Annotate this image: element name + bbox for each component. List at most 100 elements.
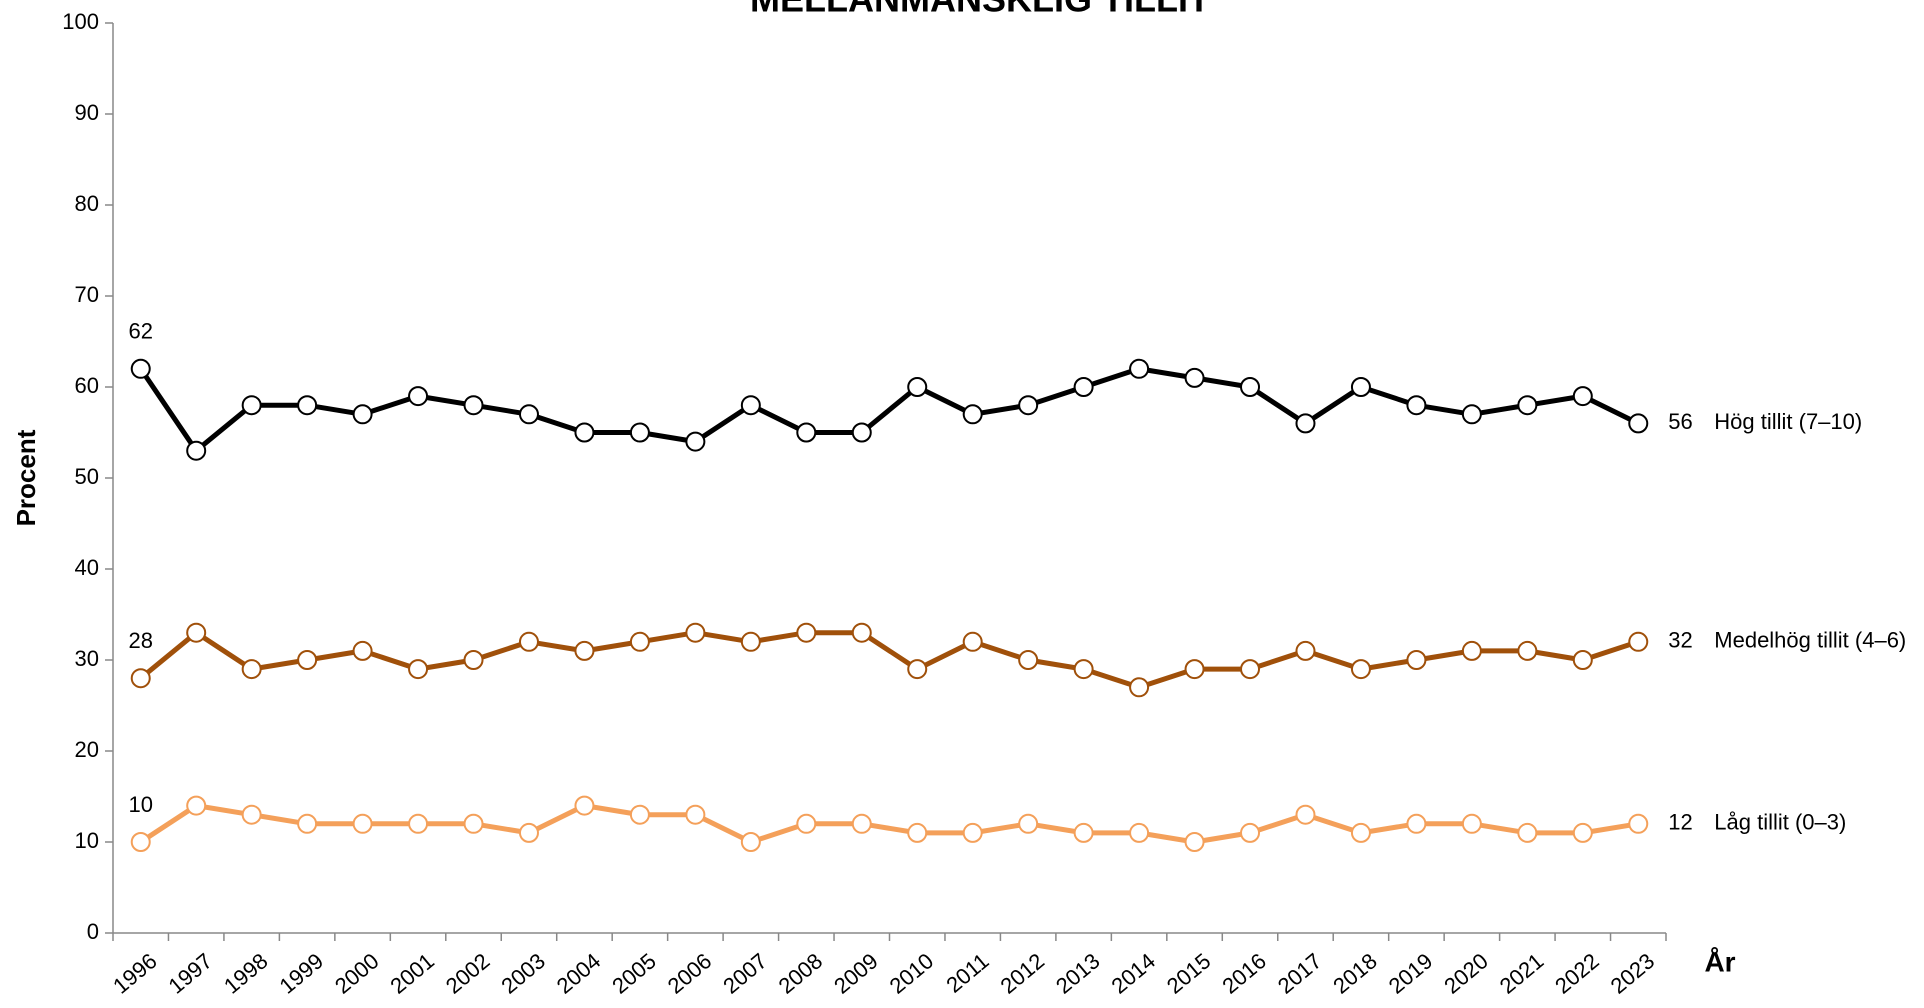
x-tick-label: 2015 bbox=[1162, 948, 1216, 999]
point bbox=[685, 622, 706, 643]
x-tick-label: 1997 bbox=[164, 948, 218, 999]
y-tick-label: 0 bbox=[87, 919, 99, 944]
point bbox=[1517, 395, 1538, 416]
point bbox=[1406, 395, 1427, 416]
chart-title: MELLANMÄNSKLIG TILLIT bbox=[750, 0, 1210, 20]
point bbox=[1184, 832, 1205, 852]
data-label: 32 bbox=[1668, 628, 1692, 653]
point bbox=[1628, 413, 1649, 434]
point bbox=[1517, 822, 1538, 843]
y-tick-label: 70 bbox=[75, 282, 99, 307]
point bbox=[352, 813, 373, 834]
x-tick-label: 2019 bbox=[1384, 948, 1438, 999]
x-tick-label: 2020 bbox=[1439, 948, 1493, 999]
series-line bbox=[139, 630, 1640, 690]
point bbox=[241, 395, 262, 416]
x-tick-label: 2011 bbox=[941, 948, 993, 998]
point bbox=[1295, 804, 1316, 825]
point bbox=[186, 795, 207, 816]
point bbox=[851, 813, 872, 834]
x-tick-label: 2002 bbox=[441, 948, 495, 999]
point bbox=[629, 804, 650, 825]
data-label: 62 bbox=[128, 319, 152, 344]
point bbox=[130, 358, 151, 379]
y-tick-label: 60 bbox=[75, 373, 99, 398]
y-tick-label: 100 bbox=[62, 9, 99, 34]
point bbox=[740, 832, 761, 852]
data-label: 12 bbox=[1668, 810, 1692, 835]
y-tick-label: 20 bbox=[75, 737, 99, 762]
point bbox=[297, 395, 318, 416]
point bbox=[297, 650, 318, 670]
point bbox=[463, 395, 484, 416]
point bbox=[796, 813, 817, 834]
point bbox=[1572, 822, 1593, 843]
point bbox=[1073, 822, 1094, 843]
point bbox=[851, 622, 872, 643]
point bbox=[130, 832, 151, 852]
x-tick-label: 1999 bbox=[275, 948, 329, 999]
y-tick-label: 50 bbox=[75, 464, 99, 489]
point bbox=[518, 631, 539, 652]
y-tick-label: 90 bbox=[75, 100, 99, 125]
y-tick-label: 30 bbox=[75, 646, 99, 671]
point bbox=[740, 395, 761, 416]
data-label: 28 bbox=[128, 628, 152, 653]
point bbox=[1018, 395, 1039, 416]
y-axis-label: Procent bbox=[11, 429, 41, 526]
point bbox=[1517, 640, 1538, 661]
point bbox=[685, 804, 706, 825]
point bbox=[1073, 659, 1094, 680]
point bbox=[186, 440, 207, 461]
point bbox=[352, 404, 373, 425]
x-tick-label: 2018 bbox=[1328, 948, 1382, 999]
point bbox=[408, 813, 429, 834]
x-tick-label: 1998 bbox=[219, 948, 273, 999]
x-tick-label: 2014 bbox=[1106, 948, 1160, 999]
series-line bbox=[138, 366, 1640, 454]
x-tick-label: 2023 bbox=[1606, 948, 1660, 999]
point bbox=[1240, 377, 1261, 397]
legend-label: Hög tillit (7–10) bbox=[1714, 409, 1862, 434]
point bbox=[1350, 377, 1371, 397]
point bbox=[962, 631, 983, 652]
x-axis-label: År bbox=[1704, 946, 1735, 977]
x-tick-label: 2007 bbox=[718, 948, 772, 999]
point bbox=[518, 404, 539, 425]
point bbox=[1572, 650, 1593, 670]
point bbox=[297, 813, 318, 834]
point bbox=[1628, 631, 1649, 652]
x-tick-label: 2009 bbox=[829, 948, 883, 999]
point bbox=[1295, 640, 1316, 661]
x-tick-label: 2006 bbox=[663, 948, 717, 999]
point bbox=[962, 404, 983, 425]
legend-label: Låg tillit (0–3) bbox=[1714, 810, 1846, 835]
point bbox=[1461, 640, 1482, 661]
point bbox=[241, 659, 262, 680]
legend-label: Medelhög tillit (4–6) bbox=[1714, 628, 1906, 653]
point bbox=[1184, 367, 1205, 388]
x-tick-label: 2016 bbox=[1217, 948, 1271, 999]
x-tick-label: 2005 bbox=[607, 948, 661, 999]
point bbox=[1461, 813, 1482, 834]
x-tick-label: 2003 bbox=[496, 948, 550, 999]
point bbox=[408, 386, 429, 407]
point bbox=[907, 822, 928, 843]
x-tick-label: 2000 bbox=[330, 948, 384, 999]
point bbox=[907, 377, 928, 397]
point bbox=[574, 422, 595, 443]
point bbox=[1350, 659, 1371, 680]
point bbox=[463, 650, 484, 670]
x-tick-label: 2001 bbox=[385, 948, 439, 999]
data-label: 56 bbox=[1668, 409, 1692, 434]
point bbox=[1129, 358, 1150, 379]
point bbox=[1628, 813, 1649, 834]
point bbox=[685, 431, 706, 452]
y-tick-label: 40 bbox=[75, 555, 99, 580]
series-line bbox=[139, 803, 1639, 845]
x-tick-label: 2022 bbox=[1550, 948, 1604, 999]
point bbox=[1295, 413, 1316, 434]
point bbox=[1461, 404, 1482, 425]
point bbox=[1073, 377, 1094, 397]
